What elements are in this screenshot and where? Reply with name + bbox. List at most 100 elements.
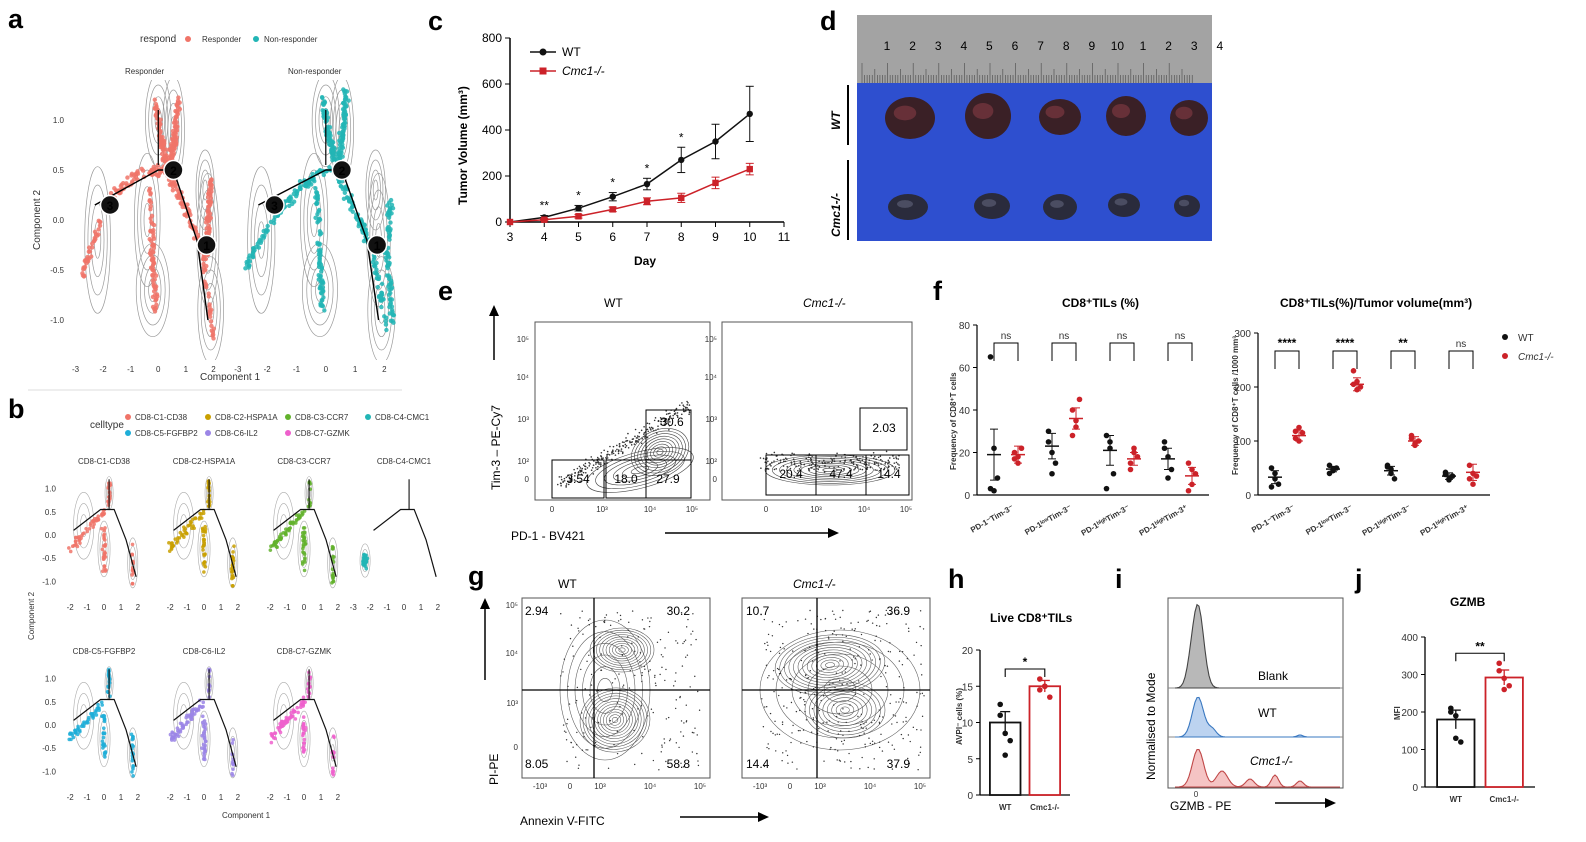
cell-point	[205, 209, 210, 214]
flow-event	[660, 654, 663, 656]
flow-event	[641, 752, 643, 755]
cell-point	[317, 286, 322, 291]
d-row-label-wt: WT	[829, 110, 843, 130]
cell-point	[385, 227, 390, 233]
flow-event	[661, 666, 663, 669]
flow-event	[577, 473, 580, 476]
facet-title: CD8-C3-CCR7	[277, 457, 331, 466]
flow-event	[652, 711, 654, 714]
flow-event	[583, 732, 585, 734]
flow-event	[818, 465, 821, 468]
cell-point	[72, 543, 76, 548]
flow-event	[688, 410, 691, 412]
flow-event	[778, 694, 780, 697]
density-contour	[299, 530, 309, 568]
flow-event	[893, 457, 895, 460]
flow-event	[878, 741, 881, 743]
flow-event	[648, 625, 651, 628]
flow-event	[678, 404, 681, 407]
flow-event	[637, 441, 640, 443]
flow-event	[566, 723, 568, 725]
panel-label-b: b	[8, 394, 25, 424]
cell-point	[80, 273, 86, 278]
density-contour	[197, 256, 224, 360]
flow-event	[649, 669, 651, 671]
flow-event	[823, 760, 825, 762]
x-tick-label: 2	[236, 793, 241, 802]
flow-event	[840, 740, 843, 743]
flow-event	[697, 764, 700, 767]
bar-point-ko	[1496, 660, 1502, 667]
flow-event	[576, 467, 579, 470]
trajectory	[173, 508, 237, 577]
flow-event	[641, 680, 643, 683]
flow-event	[878, 721, 881, 724]
legend-dot-responder	[185, 36, 191, 42]
flow-event	[654, 674, 656, 677]
flow-event	[837, 721, 839, 723]
ruler	[857, 15, 1212, 83]
flow-event	[920, 663, 922, 665]
flow-event	[576, 686, 579, 689]
f-point-wt	[987, 354, 994, 360]
e-gate-label-ko: 2.03	[872, 421, 896, 435]
flow-event	[857, 654, 859, 657]
cell-point	[300, 511, 305, 516]
bar-category-label: Cmc1-/-	[1490, 795, 1520, 804]
density-contour	[197, 710, 211, 768]
flow-event	[621, 441, 624, 443]
cell-point	[322, 99, 327, 104]
flow-event	[765, 649, 767, 651]
cell-point	[148, 192, 153, 197]
flow-event	[594, 741, 597, 744]
cell-point	[231, 737, 235, 742]
flow-event	[836, 759, 838, 761]
x-tick-label: 1	[319, 793, 324, 802]
f-significance: ns	[1059, 331, 1070, 342]
trajectory	[273, 698, 337, 767]
flow-event	[856, 458, 858, 461]
flow-event	[643, 431, 646, 434]
flow-event	[665, 418, 668, 420]
f-left-title: CD8⁺TILs (%)	[1062, 296, 1139, 310]
flow-event	[782, 752, 784, 754]
flow-event	[641, 619, 644, 621]
cell-point	[185, 202, 190, 207]
flow-event	[791, 452, 793, 455]
flow-event	[606, 453, 608, 456]
flow-event	[655, 429, 657, 431]
cell-point	[74, 729, 78, 734]
cell-point	[208, 319, 214, 324]
flow-event	[639, 661, 641, 663]
flow-event	[868, 649, 870, 651]
flow-event	[785, 750, 787, 752]
cell-point	[279, 535, 284, 540]
flow-event	[676, 642, 679, 644]
e-gate-label-ko: 20.4	[779, 467, 803, 481]
flow-event	[799, 691, 802, 694]
flow-event	[618, 673, 620, 675]
cell-point	[361, 555, 366, 560]
flow-event	[597, 465, 599, 468]
cell-point	[301, 749, 306, 753]
flow-event	[873, 461, 876, 464]
density-contour	[137, 169, 158, 271]
bar-y-tick-label: 0	[1412, 783, 1418, 794]
g-y-tick: 10³	[506, 699, 518, 708]
cell-point	[202, 560, 207, 564]
flow-event	[614, 678, 616, 680]
flow-event	[572, 655, 575, 657]
flow-event	[606, 450, 609, 453]
tumor-highlight	[981, 199, 997, 207]
c-y-tick-label: 400	[482, 123, 502, 137]
flow-event	[605, 457, 608, 460]
e-x-tick: 10⁴	[644, 505, 657, 514]
flow-event	[575, 743, 578, 746]
flow-event	[562, 724, 565, 726]
cell-point	[175, 105, 181, 110]
flow-event	[616, 448, 618, 451]
flow-event	[837, 733, 840, 735]
flow-event	[811, 461, 813, 463]
cell-point	[180, 721, 184, 726]
